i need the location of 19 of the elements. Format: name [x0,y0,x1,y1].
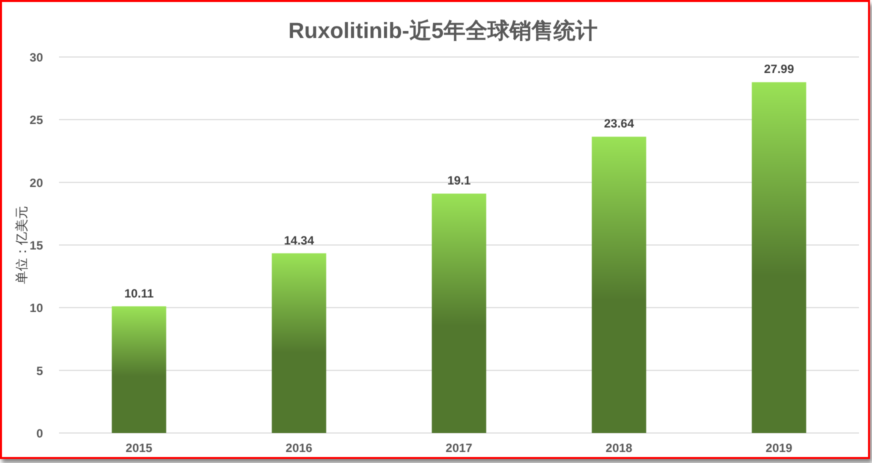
y-tick-label: 15 [30,238,44,252]
x-tick-label: 2016 [286,441,313,455]
data-label: 14.34 [284,233,314,248]
y-tick-label: 10 [30,301,44,316]
x-tick-label: 2017 [446,441,473,455]
data-label: 19.1 [447,174,471,188]
y-tick-label: 0 [36,426,44,440]
data-label: 10.11 [124,286,154,300]
y-tick-label: 5 [36,364,44,378]
chart-title: Ruxolitinib-近5年全球销售统计 [288,18,598,43]
x-tick-label: 2019 [766,441,793,455]
y-tick-label: 20 [30,176,44,190]
x-tick-label: 2018 [606,441,633,455]
y-axis-title: 单位：亿美元 [14,206,29,284]
data-label: 23.64 [604,116,634,131]
x-tick-label: 2015 [126,441,153,455]
data-label: 27.99 [764,62,794,76]
y-tick-label: 25 [30,113,44,128]
y-tick-label: 30 [30,50,44,64]
